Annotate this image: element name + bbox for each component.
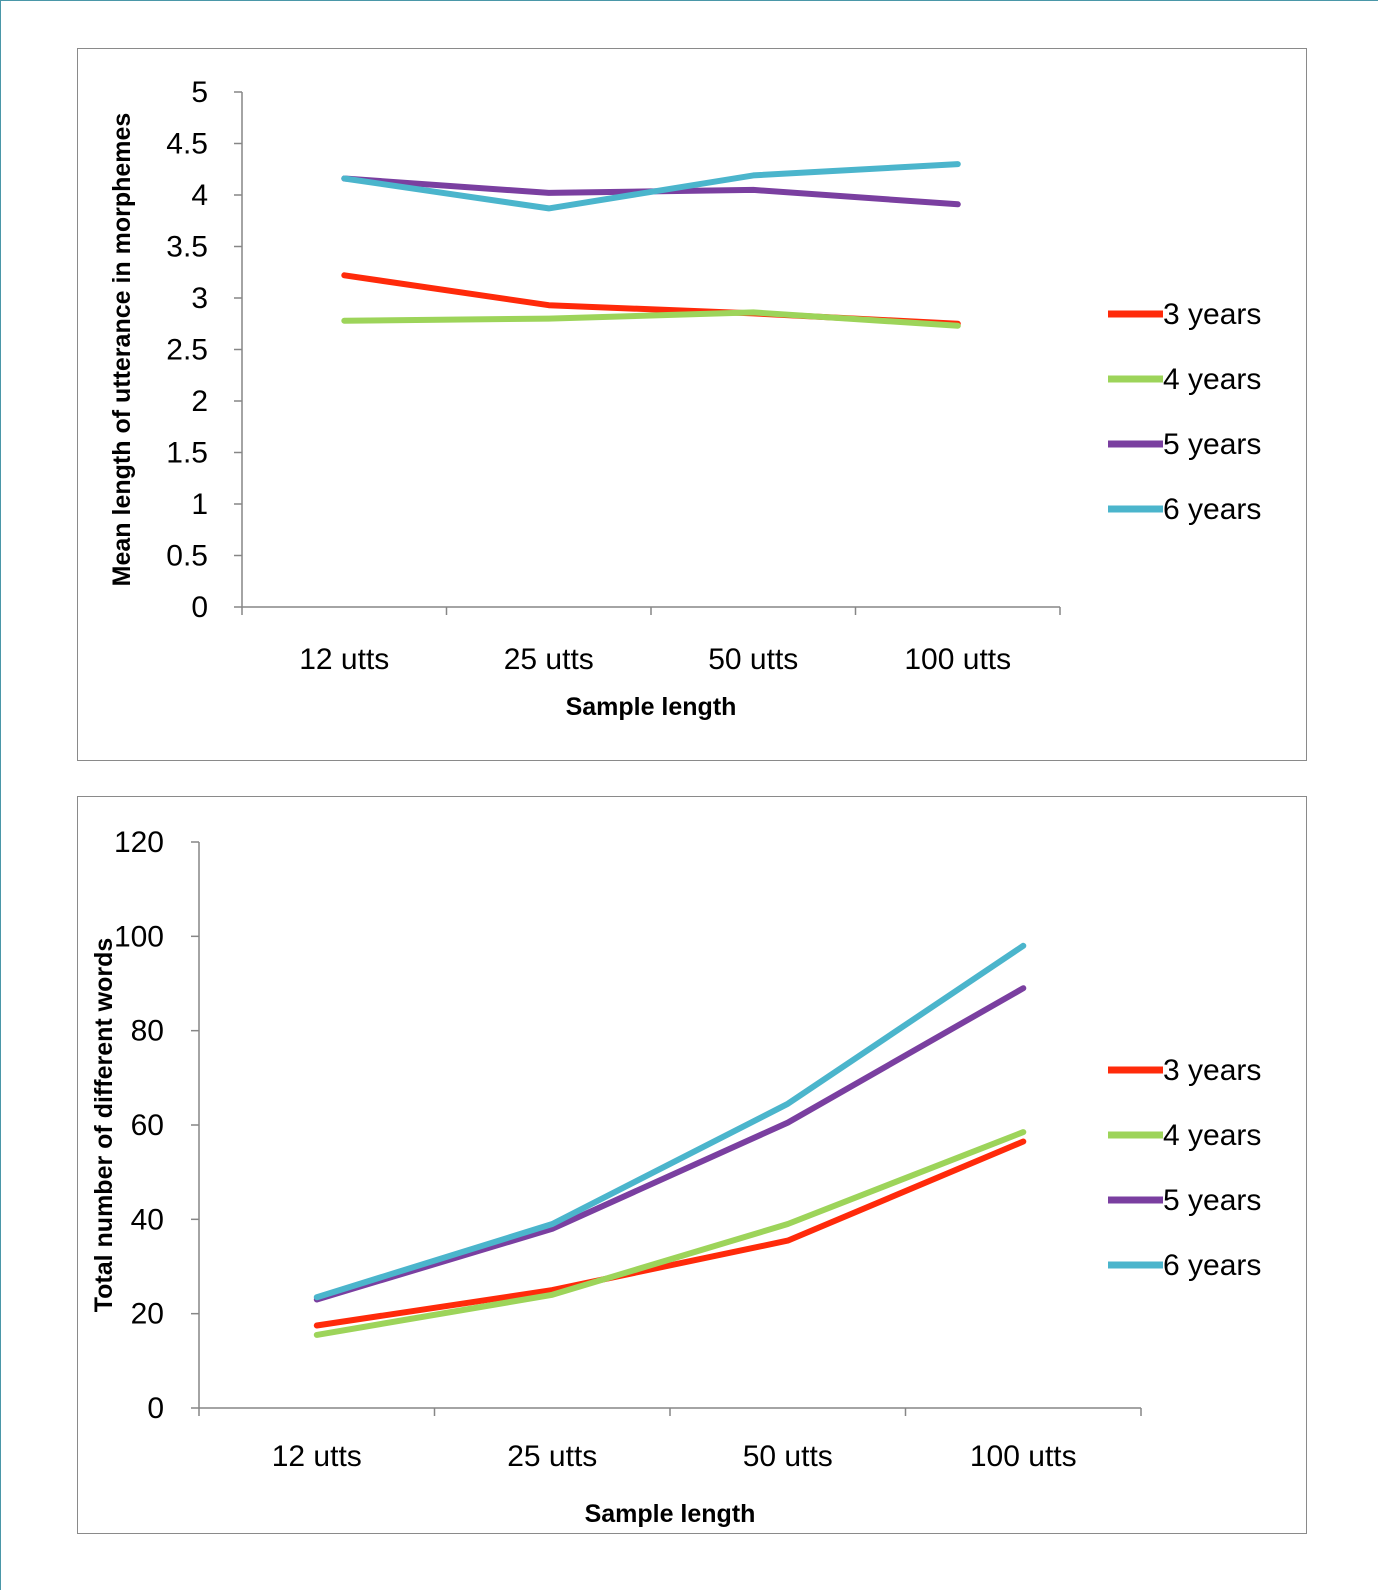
mlu-y-tick-label: 5 — [191, 76, 208, 109]
mlu-x-axis-title: Sample length — [566, 693, 737, 721]
mlu-legend-label: 4 years — [1163, 363, 1261, 396]
ndw-legend-label: 3 years — [1163, 1054, 1261, 1087]
mlu-y-tick-label: 3.5 — [166, 231, 208, 264]
mlu-y-tick-label: 2.5 — [166, 334, 208, 367]
ndw-legend-label: 5 years — [1163, 1184, 1261, 1217]
mlu-y-tick-label: 2 — [191, 385, 208, 418]
ndw-x-tick-label: 50 utts — [743, 1440, 833, 1473]
mlu-legend-label: 6 years — [1163, 493, 1261, 526]
mlu-series-line-4-years — [341, 309, 961, 329]
ndw-y-tick-label: 0 — [147, 1392, 164, 1425]
mlu-y-tick-label: 1.5 — [166, 437, 208, 470]
ndw-x-tick-label: 100 utts — [970, 1440, 1077, 1473]
mlu-y-tick-label: 1 — [191, 488, 208, 521]
ndw-x-tick-label: 25 utts — [507, 1440, 597, 1473]
mlu-series-line-6-years — [341, 161, 961, 212]
ndw-x-axis-title: Sample length — [585, 1500, 756, 1528]
ndw-legend-label: 4 years — [1163, 1119, 1261, 1152]
mlu-x-tick-label: 50 utts — [708, 643, 798, 676]
ndw-series-line-5-years — [313, 985, 1027, 1303]
mlu-y-tick-label: 0.5 — [166, 540, 208, 573]
ndw-y-tick-label: 80 — [131, 1015, 164, 1048]
ndw-series-line-3-years — [313, 1138, 1027, 1329]
mlu-x-tick-label: 12 utts — [299, 643, 389, 676]
mlu-x-tick-label: 100 utts — [904, 643, 1011, 676]
mlu-legend-label: 5 years — [1163, 428, 1261, 461]
ndw-legend-label: 6 years — [1163, 1249, 1261, 1282]
ndw-y-tick-label: 40 — [131, 1203, 164, 1236]
ndw-series-line-6-years — [313, 942, 1027, 1301]
mlu-x-tick-label: 25 utts — [504, 643, 594, 676]
ndw-chart: 0 20 40 60 80 100 120 12 utts 25 utts 50 utts 100 … — [77, 796, 1307, 1534]
ndw-y-tick-label: 60 — [131, 1109, 164, 1142]
mlu-y-tick-label: 0 — [191, 591, 208, 624]
ndw-y-tick-label: 120 — [114, 826, 164, 859]
ndw-chart-svg: 0 20 40 60 80 100 120 12 utts 25 utts 50 utts 100 … — [90, 826, 1261, 1528]
mlu-y-axis-title: Mean length of utterance in morphemes — [108, 113, 136, 587]
mlu-y-tick-label: 3 — [191, 282, 208, 315]
ndw-y-axis-title: Total number of different words — [90, 938, 118, 1313]
ndw-series-line-4-years — [313, 1129, 1027, 1338]
mlu-y-tick-label: 4 — [191, 179, 208, 212]
mlu-legend-label: 3 years — [1163, 298, 1261, 331]
mlu-chart: 0 0.5 1 1.5 2 2.5 3 3.5 4 4.5 5 12 utts 25 utts 50 ut… — [77, 48, 1307, 761]
mlu-y-tick-label: 4.5 — [166, 128, 208, 161]
ndw-y-tick-label: 20 — [131, 1298, 164, 1331]
ndw-y-tick-label: 100 — [114, 920, 164, 953]
mlu-chart-svg: 0 0.5 1 1.5 2 2.5 3 3.5 4 4.5 5 12 utts 25 utts 50 ut… — [108, 76, 1261, 721]
ndw-x-tick-label: 12 utts — [272, 1440, 362, 1473]
